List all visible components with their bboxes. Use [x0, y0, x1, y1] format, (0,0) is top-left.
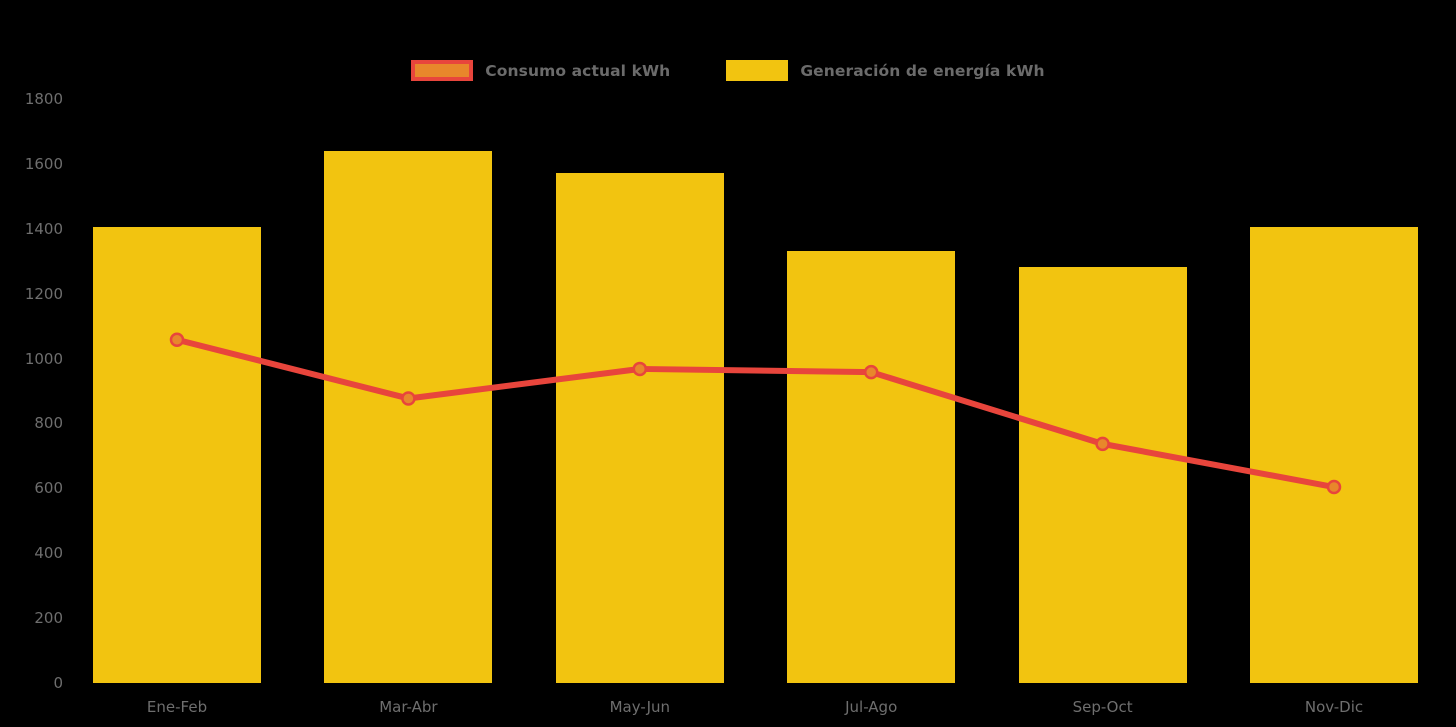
- line-marker[interactable]: Ene-Feb: 1058: [169, 332, 185, 347]
- line-path: [174, 336, 1337, 491]
- y-axis-tick-label: 0: [53, 674, 63, 692]
- y-axis-tick-label: 1600: [24, 154, 63, 173]
- y-axis-tick-label: 1800: [24, 90, 63, 108]
- bar[interactable]: [93, 227, 261, 683]
- x-axis-tick-label: Sep-Oct: [1072, 698, 1133, 716]
- y-axis-tick-label: 1000: [24, 349, 63, 368]
- y-axis-tick-label: 600: [34, 479, 63, 498]
- x-axis-tick-label: Jul-Ago: [845, 698, 898, 716]
- bar[interactable]: [555, 172, 724, 683]
- y-axis-tick-label: 400: [34, 544, 63, 563]
- x-axis-tick-label: May-Jun: [609, 698, 671, 716]
- y-axis-tick-label: 1400: [24, 219, 63, 238]
- line-marker[interactable]: May-Jun: 968: [632, 361, 648, 377]
- y-axis-tick-label: 1200: [24, 284, 63, 303]
- x-axis-tick-label: Ene-Feb: [146, 698, 208, 716]
- x-axis-tick-label: Mar-Abr: [379, 698, 438, 716]
- bar[interactable]: [324, 150, 493, 683]
- bar[interactable]: [1018, 267, 1187, 683]
- y-axis-tick-label: 800: [34, 414, 63, 433]
- bar[interactable]: [787, 251, 956, 683]
- bar[interactable]: [1250, 227, 1418, 683]
- y-axis-tick-label: 200: [34, 609, 63, 628]
- line-marker[interactable]: Nov-Dic: 604: [1326, 479, 1342, 495]
- line-marker[interactable]: Mar-Abr: 877: [401, 391, 416, 406]
- x-axis-tick-label: Nov-Dic: [1304, 698, 1364, 716]
- line-marker[interactable]: Jul-Ago: 958: [863, 364, 879, 380]
- line-marker[interactable]: Sep-Oct: 737: [1095, 436, 1110, 452]
